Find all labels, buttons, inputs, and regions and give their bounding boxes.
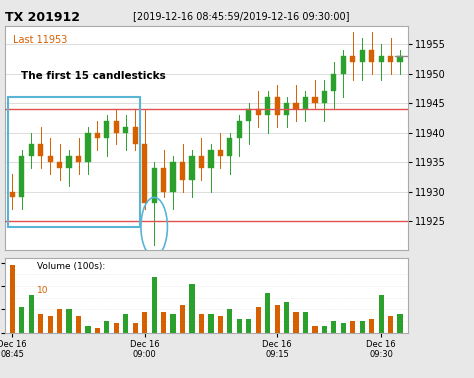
Bar [161,168,166,192]
Bar [47,156,53,162]
Bar [218,316,223,333]
Bar [341,56,346,74]
Bar [218,150,223,156]
Bar [123,127,128,133]
Bar [331,74,337,91]
Text: 10: 10 [37,287,48,295]
Bar [255,109,261,115]
Bar [312,325,318,333]
Text: The first 15 candlesticks: The first 15 candlesticks [21,71,165,81]
Bar [133,323,138,333]
Bar [76,156,81,162]
Bar [104,121,109,138]
Bar [274,97,280,115]
Bar [379,56,384,62]
Bar [152,277,157,333]
Text: [2019-12-16 08:45:59/2019-12-16 09:30:00]: [2019-12-16 08:45:59/2019-12-16 09:30:00… [133,11,349,21]
Bar [66,309,72,333]
Bar [95,133,100,138]
Bar [85,133,91,162]
Bar [312,97,318,103]
Bar [180,305,185,333]
Bar [350,56,356,62]
Bar [28,295,34,333]
Bar [350,321,356,333]
Bar [227,309,232,333]
Bar [303,311,308,333]
Bar [95,328,100,333]
Bar [265,293,270,333]
Bar [255,307,261,333]
Bar [180,162,185,180]
Bar [293,311,299,333]
Bar [85,325,91,333]
Bar [265,97,270,115]
Bar [293,103,299,109]
Bar [199,156,204,168]
Bar [341,323,346,333]
Bar [152,168,157,203]
Bar [8,97,140,227]
Bar [284,103,289,115]
Bar [19,307,24,333]
Bar [104,321,109,333]
Bar [28,144,34,156]
Bar [237,121,242,138]
Bar [114,323,119,333]
Text: TX 201912: TX 201912 [5,11,80,24]
Bar [246,319,251,333]
Bar [9,265,15,333]
Bar [208,150,213,168]
Bar [47,316,53,333]
Bar [369,319,374,333]
Bar [114,121,119,133]
Bar [322,325,327,333]
Bar [9,192,15,197]
Bar [360,50,365,62]
Bar [246,109,251,121]
Bar [227,138,232,156]
Bar [398,56,403,62]
Text: Last 11953: Last 11953 [13,36,67,45]
Bar [398,314,403,333]
Bar [76,316,81,333]
Bar [142,311,147,333]
Bar [66,156,72,168]
Bar [208,314,213,333]
Bar [171,314,176,333]
Bar [388,56,393,62]
Bar [303,97,308,109]
Bar [237,319,242,333]
Bar [284,302,289,333]
Bar [38,144,43,156]
Bar [57,162,62,168]
Bar [123,314,128,333]
Bar [388,316,393,333]
Bar [190,156,195,180]
Bar [369,50,374,62]
Bar [379,295,384,333]
Bar [38,314,43,333]
Bar [171,162,176,192]
Bar [57,309,62,333]
Bar [133,127,138,144]
Bar [190,284,195,333]
Bar [331,321,337,333]
Bar [274,305,280,333]
Bar [360,321,365,333]
Bar [19,156,24,197]
Text: Volume (100s):: Volume (100s): [37,262,105,271]
Bar [199,314,204,333]
Bar [161,311,166,333]
Bar [142,144,147,203]
Bar [322,91,327,103]
